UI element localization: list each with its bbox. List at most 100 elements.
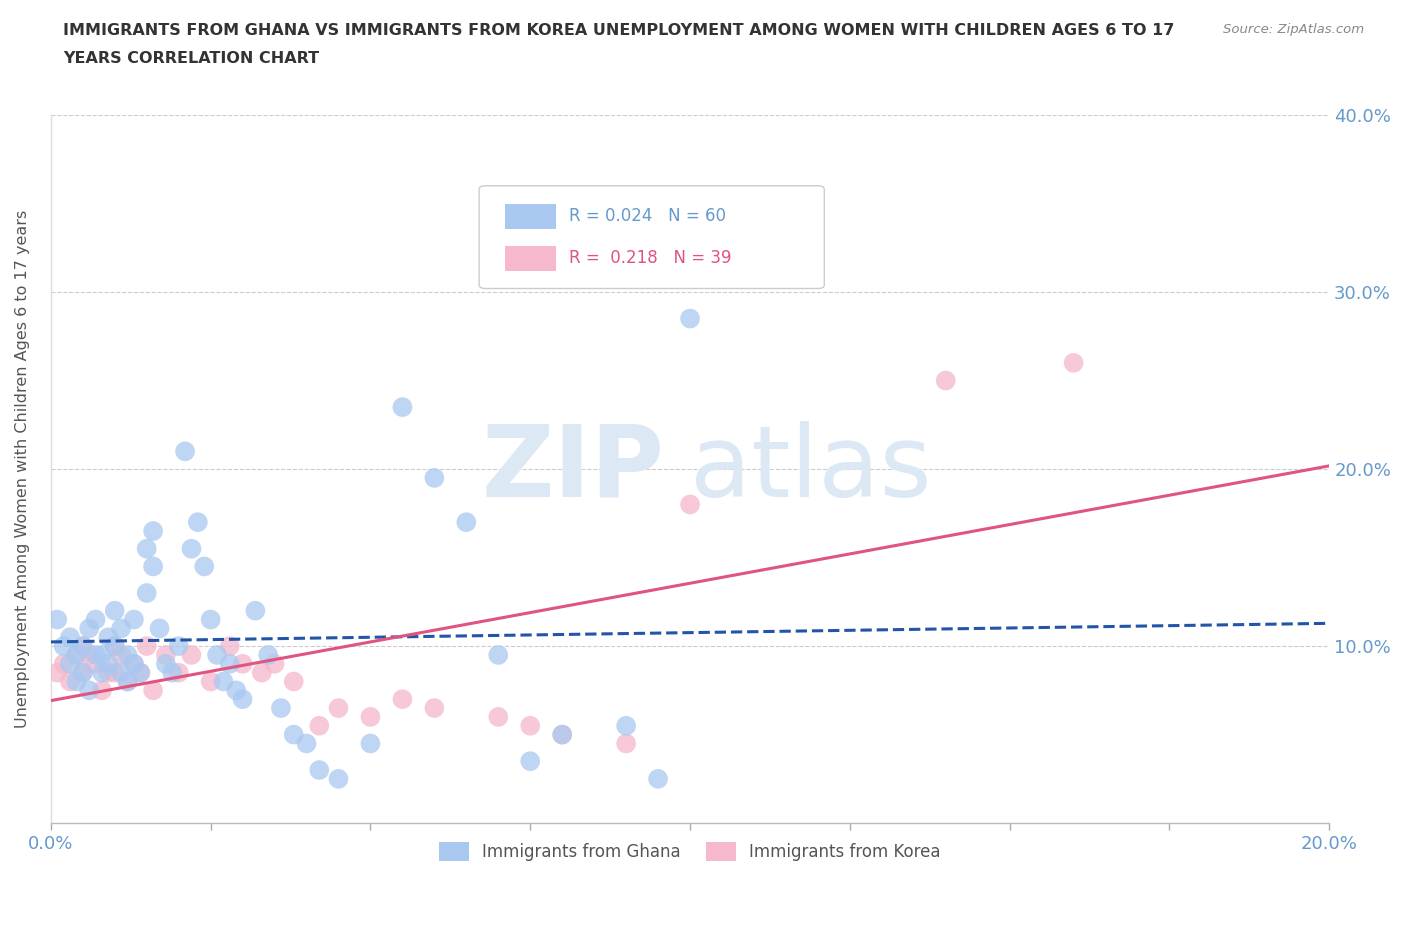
Point bbox=[295, 736, 318, 751]
Point bbox=[218, 639, 240, 654]
Point bbox=[212, 674, 235, 689]
Point bbox=[193, 559, 215, 574]
Point bbox=[205, 647, 228, 662]
Point bbox=[200, 612, 222, 627]
Point bbox=[359, 710, 381, 724]
Bar bbox=[505, 204, 555, 229]
Point bbox=[218, 657, 240, 671]
Point bbox=[84, 657, 107, 671]
Point bbox=[135, 541, 157, 556]
Point bbox=[91, 665, 114, 680]
Point bbox=[423, 700, 446, 715]
Point bbox=[456, 514, 478, 529]
Text: R =  0.218   N = 39: R = 0.218 N = 39 bbox=[568, 249, 731, 267]
Point bbox=[104, 604, 127, 618]
Point bbox=[614, 718, 637, 733]
Point bbox=[486, 710, 509, 724]
Point bbox=[679, 497, 702, 512]
Point bbox=[551, 727, 574, 742]
Point bbox=[167, 665, 190, 680]
Point bbox=[72, 665, 94, 680]
Point bbox=[117, 674, 139, 689]
Point bbox=[117, 647, 139, 662]
Point bbox=[65, 647, 87, 662]
Point bbox=[328, 771, 350, 786]
Point bbox=[423, 471, 446, 485]
Point bbox=[72, 665, 94, 680]
Point bbox=[162, 665, 184, 680]
Bar bbox=[505, 246, 555, 271]
Text: IMMIGRANTS FROM GHANA VS IMMIGRANTS FROM KOREA UNEMPLOYMENT AMONG WOMEN WITH CHI: IMMIGRANTS FROM GHANA VS IMMIGRANTS FROM… bbox=[63, 23, 1174, 38]
Point bbox=[519, 718, 541, 733]
Point bbox=[122, 657, 145, 671]
Point bbox=[59, 674, 82, 689]
Y-axis label: Unemployment Among Women with Children Ages 6 to 17 years: Unemployment Among Women with Children A… bbox=[15, 210, 30, 728]
Point bbox=[129, 665, 152, 680]
Point bbox=[486, 647, 509, 662]
Point bbox=[104, 639, 127, 654]
Point bbox=[59, 630, 82, 644]
Point bbox=[65, 647, 87, 662]
Point bbox=[77, 621, 100, 636]
Text: ZIP: ZIP bbox=[482, 420, 665, 518]
Point bbox=[155, 657, 177, 671]
Point bbox=[679, 312, 702, 326]
Point bbox=[328, 700, 350, 715]
Point bbox=[104, 639, 127, 654]
Point bbox=[129, 665, 152, 680]
Point bbox=[283, 727, 305, 742]
Point bbox=[155, 647, 177, 662]
Text: R = 0.024   N = 60: R = 0.024 N = 60 bbox=[568, 207, 725, 225]
Point bbox=[391, 692, 413, 707]
Point bbox=[65, 674, 87, 689]
Point bbox=[122, 657, 145, 671]
Point bbox=[84, 612, 107, 627]
Point bbox=[180, 647, 202, 662]
Point bbox=[72, 639, 94, 654]
FancyBboxPatch shape bbox=[479, 186, 824, 288]
Point bbox=[308, 763, 330, 777]
Point bbox=[359, 736, 381, 751]
Point bbox=[52, 639, 75, 654]
Point bbox=[935, 373, 957, 388]
Point bbox=[122, 612, 145, 627]
Point bbox=[135, 586, 157, 601]
Point bbox=[52, 657, 75, 671]
Point bbox=[551, 727, 574, 742]
Point bbox=[104, 665, 127, 680]
Point bbox=[142, 559, 165, 574]
Point bbox=[142, 683, 165, 698]
Point bbox=[46, 665, 69, 680]
Point bbox=[117, 674, 139, 689]
Point bbox=[270, 700, 292, 715]
Point bbox=[110, 621, 132, 636]
Point bbox=[283, 674, 305, 689]
Point bbox=[91, 647, 114, 662]
Point bbox=[135, 639, 157, 654]
Point bbox=[519, 753, 541, 768]
Point bbox=[97, 665, 120, 680]
Point bbox=[647, 771, 669, 786]
Point bbox=[110, 665, 132, 680]
Point bbox=[1063, 355, 1085, 370]
Point bbox=[250, 665, 273, 680]
Point bbox=[174, 444, 197, 458]
Text: atlas: atlas bbox=[690, 420, 932, 518]
Point bbox=[263, 657, 285, 671]
Point bbox=[77, 683, 100, 698]
Point bbox=[187, 514, 209, 529]
Point bbox=[614, 736, 637, 751]
Point bbox=[200, 674, 222, 689]
Point bbox=[59, 657, 82, 671]
Point bbox=[97, 657, 120, 671]
Point bbox=[391, 400, 413, 415]
Point bbox=[308, 718, 330, 733]
Point bbox=[46, 612, 69, 627]
Point bbox=[232, 657, 254, 671]
Point bbox=[167, 639, 190, 654]
Point bbox=[72, 639, 94, 654]
Text: Source: ZipAtlas.com: Source: ZipAtlas.com bbox=[1223, 23, 1364, 36]
Point bbox=[148, 621, 170, 636]
Point bbox=[84, 647, 107, 662]
Point bbox=[232, 692, 254, 707]
